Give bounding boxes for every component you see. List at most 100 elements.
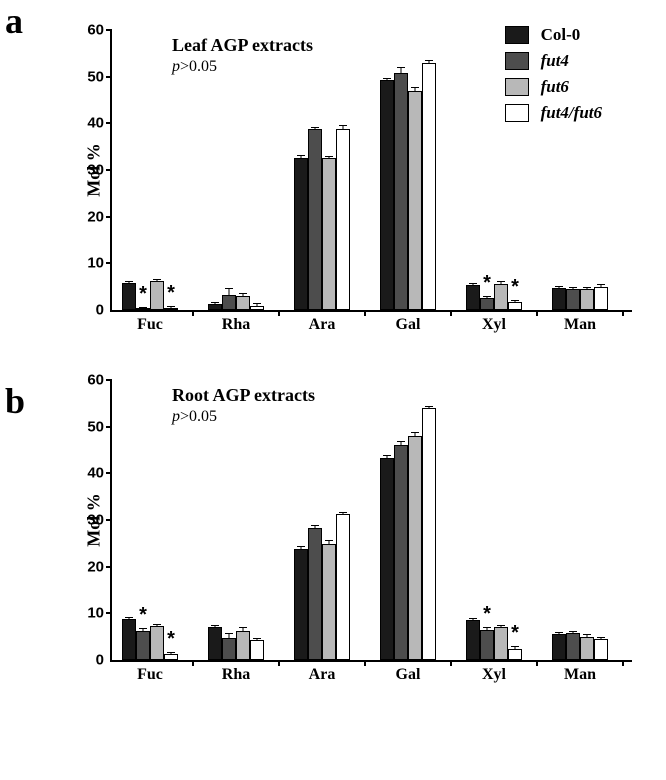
bar — [480, 630, 494, 660]
ytick-label: 10 — [87, 255, 104, 272]
error-cap — [469, 283, 477, 284]
bar — [208, 627, 222, 660]
bar — [164, 654, 178, 660]
error-cap — [239, 293, 247, 294]
panel-label: b — [5, 380, 25, 422]
x-category-label: Xyl — [482, 316, 506, 334]
bar — [380, 458, 394, 660]
error-bar — [301, 547, 302, 549]
bar — [336, 129, 350, 310]
error-bar — [257, 304, 258, 305]
legend-label: Col-0 — [541, 25, 581, 45]
ytick-mark — [106, 426, 112, 428]
bar — [294, 549, 308, 660]
error-cap — [555, 286, 563, 287]
ytick-mark — [106, 76, 112, 78]
bar — [336, 514, 350, 660]
error-bar — [387, 456, 388, 458]
bar — [466, 285, 480, 310]
error-cap — [339, 512, 347, 513]
error-bar — [587, 635, 588, 636]
xtick-mark — [278, 310, 280, 316]
ytick-mark — [106, 122, 112, 124]
error-cap — [397, 441, 405, 442]
error-cap — [397, 67, 405, 68]
error-bar — [587, 288, 588, 289]
error-cap — [325, 540, 333, 541]
bar — [236, 631, 250, 660]
error-cap — [253, 638, 261, 639]
panel-b: bRoot AGP extractsp>0.05Mol %01020304050… — [60, 380, 660, 720]
error-bar — [401, 442, 402, 446]
chart-area: Root AGP extractsp>0.05Mol %010203040506… — [110, 380, 632, 662]
xtick-mark — [536, 660, 538, 666]
x-category-label: Fuc — [137, 666, 163, 684]
error-cap — [225, 633, 233, 634]
error-bar — [487, 628, 488, 630]
ytick-label: 0 — [96, 652, 104, 669]
error-cap — [311, 525, 319, 526]
bar — [322, 158, 336, 310]
error-cap — [555, 632, 563, 633]
xtick-mark — [622, 660, 624, 666]
error-bar — [215, 303, 216, 304]
xtick-mark — [192, 310, 194, 316]
ytick-label: 30 — [87, 162, 104, 179]
bar — [308, 528, 322, 660]
bar — [552, 288, 566, 310]
error-cap — [483, 627, 491, 628]
error-bar — [487, 297, 488, 298]
legend-swatch — [505, 78, 529, 96]
xtick-mark — [364, 660, 366, 666]
ytick-label: 60 — [87, 372, 104, 389]
bar — [580, 637, 594, 660]
error-bar — [473, 284, 474, 285]
chart-area: Leaf AGP extractsp>0.05Mol %010203040506… — [110, 30, 632, 312]
error-cap — [569, 631, 577, 632]
bar — [394, 73, 408, 310]
ytick-mark — [106, 29, 112, 31]
error-cap — [311, 127, 319, 128]
error-cap — [497, 625, 505, 626]
bar — [250, 640, 264, 660]
bar — [122, 619, 136, 660]
bar — [508, 649, 522, 660]
xtick-mark — [364, 310, 366, 316]
significance-star: * — [167, 628, 175, 651]
error-cap — [383, 455, 391, 456]
error-cap — [325, 156, 333, 157]
legend-item: fut6 — [505, 77, 602, 97]
error-cap — [425, 406, 433, 407]
error-bar — [315, 128, 316, 129]
bar — [380, 80, 394, 310]
ytick-label: 20 — [87, 558, 104, 575]
bar — [566, 633, 580, 660]
bar — [394, 445, 408, 660]
xtick-mark — [450, 660, 452, 666]
bar — [422, 63, 436, 310]
error-bar — [129, 282, 130, 283]
error-cap — [139, 307, 147, 308]
error-cap — [511, 646, 519, 647]
error-bar — [473, 619, 474, 620]
bar — [480, 298, 494, 310]
error-bar — [559, 287, 560, 288]
bar — [552, 634, 566, 660]
error-bar — [601, 638, 602, 639]
legend: Col-0fut4fut6fut4/fut6 — [505, 25, 602, 129]
panel-a: aLeaf AGP extractsp>0.05Mol %01020304050… — [60, 0, 660, 360]
panel-label: a — [5, 0, 23, 42]
bar — [308, 129, 322, 310]
error-cap — [153, 624, 161, 625]
error-cap — [583, 634, 591, 635]
legend-item: fut4/fut6 — [505, 103, 602, 123]
x-category-label: Man — [564, 316, 596, 334]
bar — [466, 620, 480, 660]
error-cap — [411, 87, 419, 88]
error-cap — [569, 287, 577, 288]
panel-title: Leaf AGP extracts — [172, 35, 313, 56]
panel-title: Root AGP extracts — [172, 385, 315, 406]
bar — [580, 289, 594, 310]
ytick-label: 40 — [87, 465, 104, 482]
ytick-mark — [106, 612, 112, 614]
